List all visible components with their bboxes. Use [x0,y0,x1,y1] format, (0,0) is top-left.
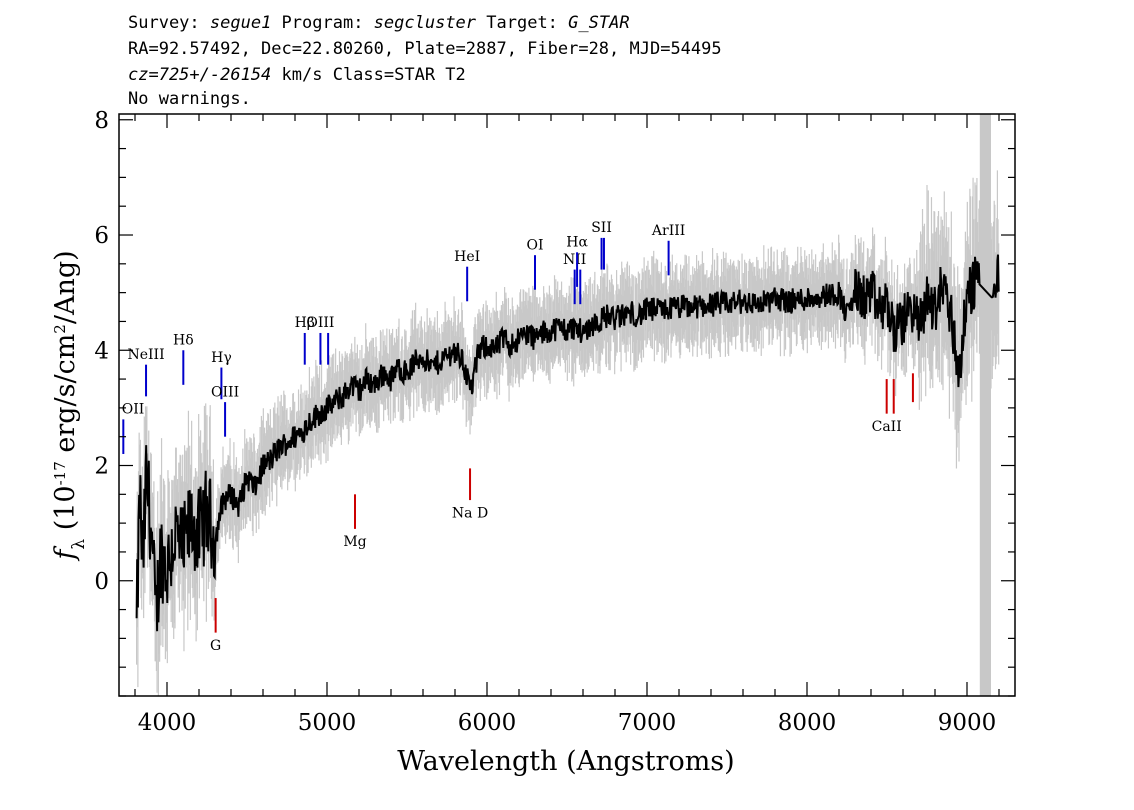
spectrum-header: Survey: segue1 Program: segcluster Targe… [128,13,722,109]
line-label: Mg [343,534,366,550]
line-label: OIII [211,384,239,400]
line-label: OI [526,237,543,253]
line-label: G [210,638,221,654]
line-label: Hγ [211,350,232,366]
x-axis-title: Wavelength (Angstroms) [397,746,734,777]
header-run: Survey: [128,13,210,33]
y-tick-label: 8 [94,108,109,134]
line-label: Hδ [173,332,194,348]
header-run: km/s Class=STAR T2 [271,65,465,85]
line-label: NeIII [127,347,164,363]
line-label: ArIII [651,223,685,239]
header-run: segue1 [210,13,271,33]
axis-tick-labels: 4000 5000 6000 7000 8000 9000 0 2 4 6 8 [94,108,996,736]
line-label: Na D [452,505,488,521]
header-run: Target: [476,13,568,33]
line-label: OII [122,402,145,418]
plot-frame [118,113,1016,697]
x-tick-label: 7000 [618,710,677,736]
line-label: OIII [306,315,334,331]
header-line-redshift: cz=725+/-26154 km/s Class=STAR T2 [128,65,466,85]
header-line-warnings: No warnings. [128,89,251,109]
x-tick-label: 6000 [458,710,517,736]
header-run: segcluster [374,13,477,33]
y-tick-label: 6 [94,223,109,249]
y-tick-label: 4 [94,338,109,364]
masked-region [979,114,991,696]
x-tick-label: 9000 [938,710,997,736]
header-line-survey: Survey: segue1 Program: segcluster Targe… [128,13,630,33]
line-label: Hα [566,235,588,251]
line-label: HeI [454,249,480,265]
header-run: cz=725+/-26154 [128,65,271,85]
x-tick-label: 8000 [778,710,837,736]
x-tick-label: 5000 [298,710,357,736]
x-tick-label: 4000 [138,710,197,736]
axis-ticks [119,114,1015,697]
header-run: Program: [271,13,373,33]
line-label: Hβ [295,315,315,331]
y-tick-label: 0 [94,569,109,595]
line-label: SII [591,220,612,236]
y-axis-title: fλ (10-17 erg/s/cm2/Ang) [50,250,89,561]
series-line-flux [135,254,1000,632]
line-label: NII [563,252,586,268]
header-run: G_STAR [568,13,629,33]
y-tick-label: 2 [94,454,109,480]
line-label: CaII [872,419,902,435]
header-line-coordinates: RA=92.57492, Dec=22.80260, Plate=2887, F… [128,39,722,59]
